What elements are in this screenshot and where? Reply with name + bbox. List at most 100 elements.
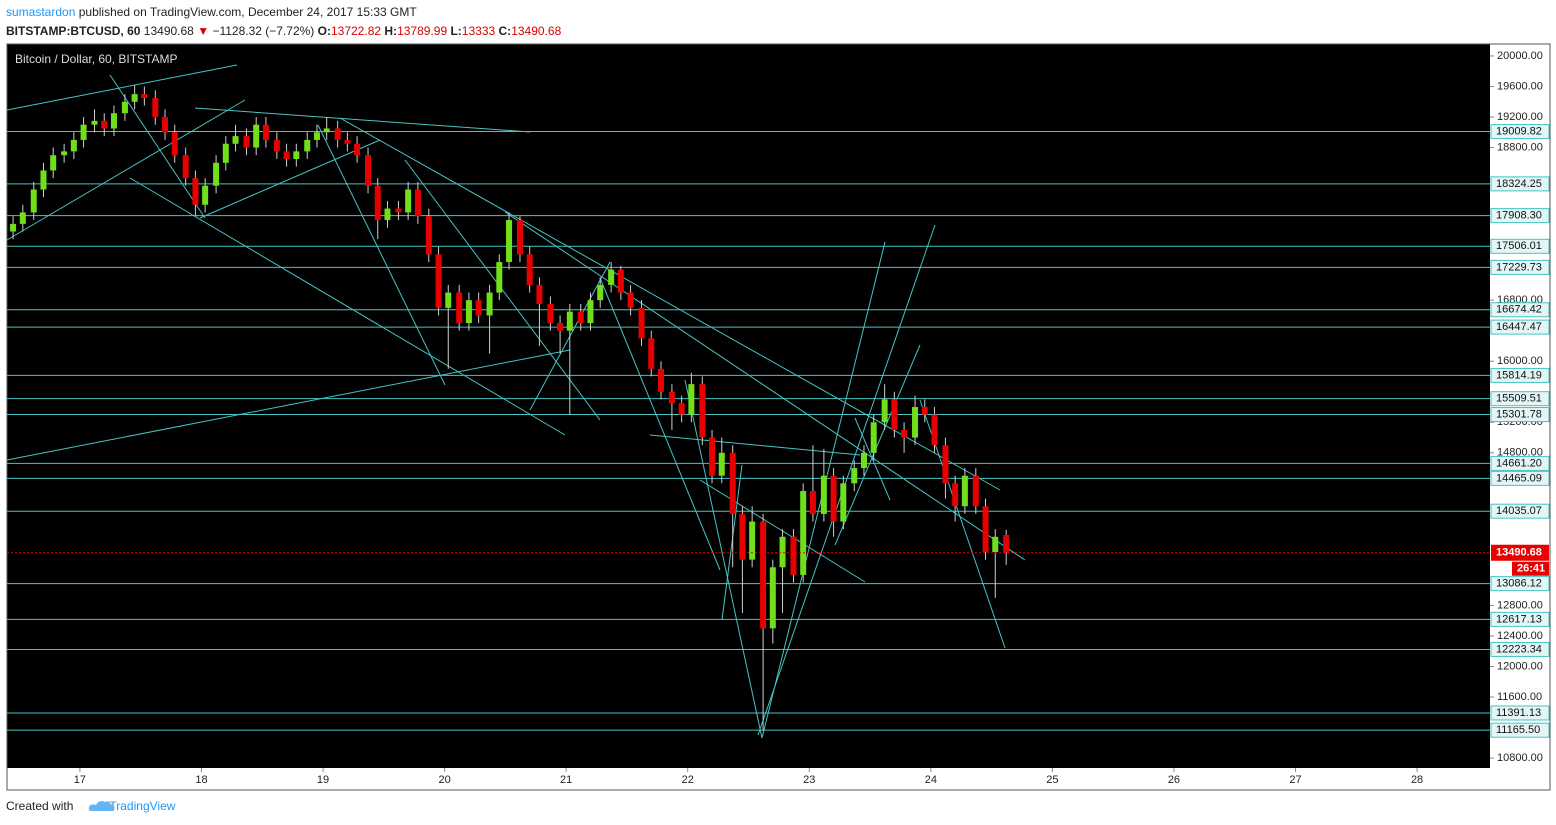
- y-tick-label: 10800.00: [1497, 752, 1543, 764]
- candle-body: [942, 445, 949, 484]
- level-label-box: [1490, 503, 1550, 519]
- candle-body: [648, 338, 655, 369]
- candle-body: [405, 189, 412, 213]
- candle-body: [101, 120, 108, 129]
- level-label: 12617.13: [1496, 613, 1542, 625]
- x-tick-label: 22: [682, 774, 694, 786]
- candle-body: [456, 292, 463, 324]
- candle-body: [921, 407, 928, 415]
- candle-body: [273, 139, 280, 152]
- candle-body: [830, 475, 837, 522]
- last-price: 13490.68: [143, 24, 194, 38]
- candle-body: [141, 94, 148, 98]
- level-label-box: [1490, 705, 1550, 721]
- x-tick-label: 24: [925, 774, 937, 786]
- y-tick-label: 20000.00: [1497, 50, 1543, 62]
- candle-body: [253, 124, 260, 148]
- candle-body: [557, 323, 564, 331]
- level-label: 11391.13: [1496, 707, 1541, 719]
- candle-body: [465, 300, 472, 324]
- trend-line: [6, 349, 571, 461]
- level-label: 17908.30: [1496, 210, 1542, 222]
- candle-body: [769, 567, 776, 629]
- candle-body: [162, 117, 169, 133]
- candle-body: [638, 307, 645, 339]
- candle-body: [718, 452, 725, 476]
- candle-body: [202, 185, 209, 205]
- trend-line: [199, 139, 381, 219]
- level-label: 19009.82: [1496, 125, 1542, 137]
- y-tick-label: 19600.00: [1497, 80, 1543, 92]
- level-label: 17506.01: [1496, 240, 1542, 252]
- candle-body: [213, 162, 220, 186]
- candle-body: [131, 94, 138, 102]
- y-tick-label: 12400.00: [1497, 630, 1543, 642]
- footer: Created with TradingView: [6, 799, 175, 813]
- level-label: 12223.34: [1496, 643, 1542, 655]
- candle-body: [566, 311, 573, 331]
- candle-body: [414, 189, 421, 217]
- x-tick-label: 26: [1168, 774, 1180, 786]
- level-label-box: [1490, 722, 1550, 738]
- o-label: O:: [317, 24, 331, 38]
- published: published on TradingView.com, December 2…: [78, 5, 417, 19]
- candle-body: [30, 189, 37, 213]
- candle-body: [587, 300, 594, 324]
- level-label-box: [1490, 641, 1550, 657]
- candle-body: [699, 384, 706, 438]
- candle-body: [597, 284, 604, 301]
- candle-body: [547, 304, 554, 324]
- x-tick-label: 27: [1289, 774, 1301, 786]
- candle-body: [891, 399, 898, 430]
- candle-body: [171, 132, 178, 156]
- candle-body: [688, 384, 695, 415]
- candle-body: [445, 292, 452, 308]
- candle-body: [800, 490, 807, 575]
- author[interactable]: sumastardon: [6, 5, 76, 19]
- y-tick-label: 12000.00: [1497, 660, 1543, 672]
- level-label: 14465.09: [1496, 472, 1542, 484]
- x-tick-label: 25: [1046, 774, 1058, 786]
- trend-line: [649, 434, 861, 456]
- candle-body: [617, 269, 624, 293]
- level-label-box: [1490, 208, 1550, 224]
- candle-body: [262, 124, 269, 140]
- candle-body: [91, 120, 98, 125]
- candle-body: [1003, 535, 1010, 553]
- candle-body: [152, 97, 159, 118]
- plot-area: [7, 44, 1490, 768]
- candle-body: [243, 136, 250, 148]
- candle-body: [323, 128, 330, 133]
- candle-body: [121, 101, 128, 114]
- candle-body: [496, 262, 503, 293]
- candle-body: [61, 151, 68, 156]
- trend-line: [504, 211, 1026, 561]
- level-label-box: [1490, 470, 1550, 486]
- c-value: 13490.68: [511, 24, 562, 38]
- created-with: Created with: [6, 799, 74, 813]
- candle-body: [627, 292, 634, 308]
- symbol: BITSTAMP:BTCUSD, 60: [6, 24, 141, 38]
- trend-line: [109, 74, 206, 219]
- y-tick-label: 18800.00: [1497, 141, 1543, 153]
- candle-body: [80, 124, 87, 140]
- candle-body: [760, 521, 767, 629]
- candle-body: [10, 223, 17, 232]
- level-label: 15301.78: [1496, 408, 1542, 420]
- y-tick-label: 19200.00: [1497, 111, 1543, 123]
- candle-body: [192, 178, 199, 205]
- header: sumastardon published on TradingView.com…: [6, 3, 561, 41]
- candle-body: [526, 254, 533, 285]
- candle-body: [293, 151, 300, 160]
- candle-body: [365, 155, 372, 186]
- candle-body: [283, 151, 290, 160]
- candle-body: [881, 399, 888, 423]
- h-label: H:: [384, 24, 398, 38]
- candle-body: [657, 368, 664, 392]
- level-label: 11165.50: [1496, 724, 1540, 736]
- level-label: 15814.19: [1496, 369, 1542, 381]
- level-label-box: [1490, 176, 1550, 192]
- candle-body: [790, 536, 797, 575]
- trend-line: [721, 464, 743, 621]
- brand[interactable]: TradingView: [109, 799, 176, 813]
